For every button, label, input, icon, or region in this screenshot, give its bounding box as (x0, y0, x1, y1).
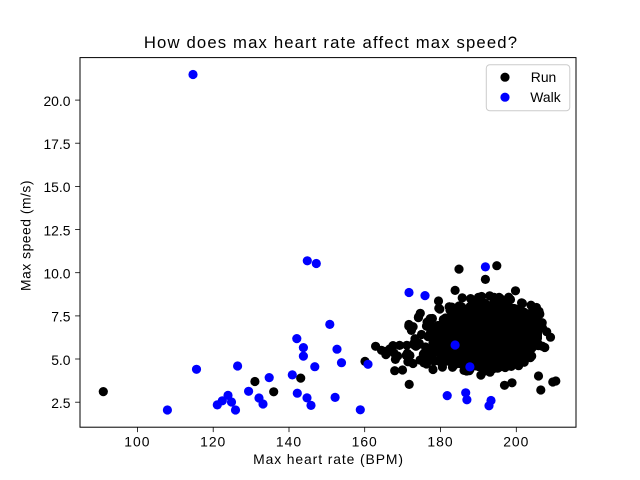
svg-text:20.0: 20.0 (43, 93, 70, 109)
svg-text:Max heart rate (BPM): Max heart rate (BPM) (253, 451, 404, 467)
svg-text:160: 160 (352, 434, 378, 450)
svg-text:10.0: 10.0 (43, 266, 70, 282)
svg-text:140: 140 (276, 434, 302, 450)
svg-text:5.0: 5.0 (51, 352, 71, 368)
svg-text:7.5: 7.5 (51, 309, 71, 325)
svg-text:180: 180 (427, 434, 453, 450)
svg-text:Max speed (m/s): Max speed (m/s) (18, 180, 34, 291)
svg-text:Run: Run (531, 69, 556, 85)
svg-text:120: 120 (200, 434, 226, 450)
svg-text:Walk: Walk (530, 89, 560, 105)
svg-text:How does max heart rate affect: How does max heart rate affect max speed… (144, 33, 518, 52)
svg-text:12.5: 12.5 (43, 222, 70, 238)
svg-text:100: 100 (124, 434, 150, 450)
svg-text:17.5: 17.5 (43, 136, 70, 152)
svg-text:2.5: 2.5 (51, 395, 71, 411)
svg-text:200: 200 (503, 434, 529, 450)
svg-text:15.0: 15.0 (43, 179, 70, 195)
